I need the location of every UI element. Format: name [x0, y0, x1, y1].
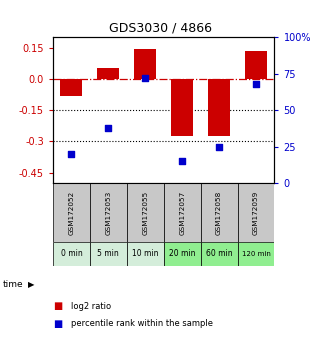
Text: GSM172058: GSM172058 — [216, 190, 222, 235]
Text: ■: ■ — [53, 301, 62, 311]
Point — [143, 75, 148, 81]
Bar — [201, 241, 238, 266]
Bar — [53, 241, 90, 266]
Bar — [97, 68, 119, 79]
Bar — [238, 183, 274, 241]
Point — [253, 81, 258, 87]
Text: ▶: ▶ — [28, 280, 35, 290]
Text: ■: ■ — [53, 319, 62, 329]
Bar — [60, 79, 82, 96]
Text: GSM172057: GSM172057 — [179, 190, 185, 235]
Text: 60 min: 60 min — [206, 249, 232, 258]
Bar — [208, 79, 230, 136]
Bar — [171, 79, 193, 136]
Text: GSM172055: GSM172055 — [142, 190, 148, 235]
Text: GDS3030 / 4866: GDS3030 / 4866 — [109, 22, 212, 35]
Bar — [90, 183, 127, 241]
Text: GSM172053: GSM172053 — [105, 190, 111, 235]
Bar — [90, 241, 127, 266]
Text: 120 min: 120 min — [242, 251, 270, 257]
Text: percentile rank within the sample: percentile rank within the sample — [71, 319, 213, 329]
Bar — [164, 241, 201, 266]
Bar — [238, 241, 274, 266]
Bar — [134, 48, 156, 79]
Text: log2 ratio: log2 ratio — [71, 302, 111, 311]
Text: 0 min: 0 min — [61, 249, 82, 258]
Bar — [127, 241, 164, 266]
Point — [216, 144, 221, 149]
Text: time: time — [3, 280, 24, 290]
Bar — [245, 51, 267, 79]
Text: 5 min: 5 min — [98, 249, 119, 258]
Text: 10 min: 10 min — [132, 249, 159, 258]
Bar — [53, 183, 90, 241]
Point — [179, 159, 185, 164]
Text: 20 min: 20 min — [169, 249, 195, 258]
Text: GSM172059: GSM172059 — [253, 190, 259, 235]
Bar — [127, 183, 164, 241]
Bar — [164, 183, 201, 241]
Text: GSM172052: GSM172052 — [68, 190, 74, 235]
Point — [106, 125, 111, 131]
Point — [69, 151, 74, 157]
Bar — [201, 183, 238, 241]
